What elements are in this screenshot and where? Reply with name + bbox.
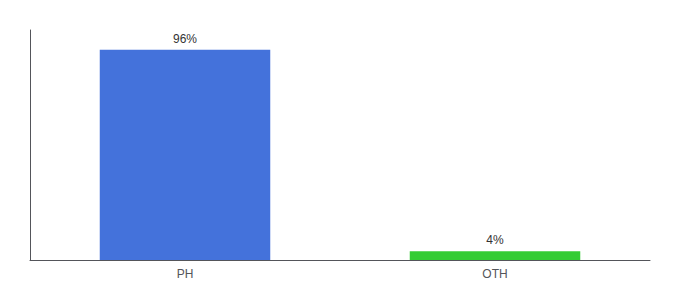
svg-text:96%: 96% (173, 32, 197, 46)
svg-text:OTH: OTH (482, 267, 507, 281)
svg-text:4%: 4% (486, 233, 504, 247)
svg-text:PH: PH (177, 267, 194, 281)
